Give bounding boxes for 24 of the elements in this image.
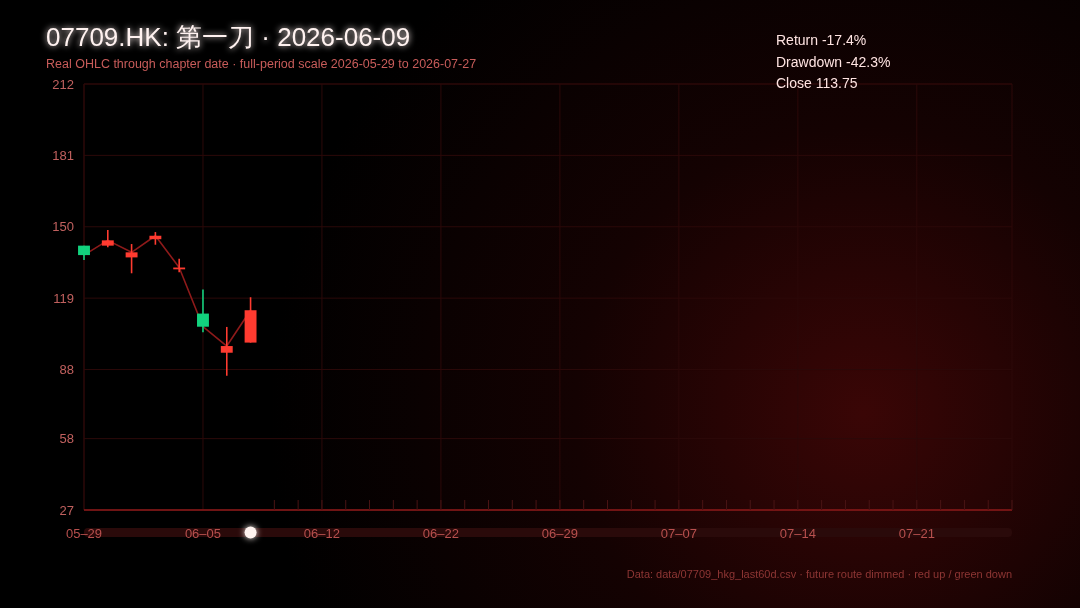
- y-tick-label: 150: [52, 219, 74, 235]
- annotation: Close 113.75: [776, 75, 858, 91]
- x-tick-label: 06–12: [303, 525, 341, 541]
- x-tick-label: 05–29: [65, 525, 103, 541]
- y-tick-label: 58: [59, 431, 74, 447]
- text: Data: data/07709_hkg_last60d.csv · future route dimmed · red up / green down: [626, 568, 1012, 580]
- x-tick-label: 06–29: [541, 525, 578, 541]
- y-tick-label: 212: [52, 76, 74, 92]
- candlestick: [220, 326, 233, 377]
- y-tick-label: 181: [52, 147, 74, 163]
- y-tick-label: 88: [59, 362, 74, 378]
- y-tick-label: 27: [59, 502, 74, 518]
- candlestick: [125, 243, 138, 275]
- x-tick-label: 07–07: [660, 525, 697, 541]
- text: Return -17.4%: [776, 32, 867, 48]
- x-tick-label: 06–05: [184, 525, 222, 541]
- text: Drawdown -42.3%: [776, 53, 891, 70]
- x-tick-label: 07–14: [779, 525, 816, 541]
- chart-title: 07709.HK: 第一刀 · 2026-06-09: [46, 22, 411, 52]
- y-tick-label: 119: [53, 290, 74, 306]
- candlestick: [197, 288, 209, 334]
- chart-subtitle: Real OHLC through chapter date · full-period scale 2026-05-29 to 2026-07-27: [46, 57, 477, 71]
- x-tick-label: 07–21: [898, 525, 935, 541]
- x-tick-label: 06–22: [422, 525, 459, 541]
